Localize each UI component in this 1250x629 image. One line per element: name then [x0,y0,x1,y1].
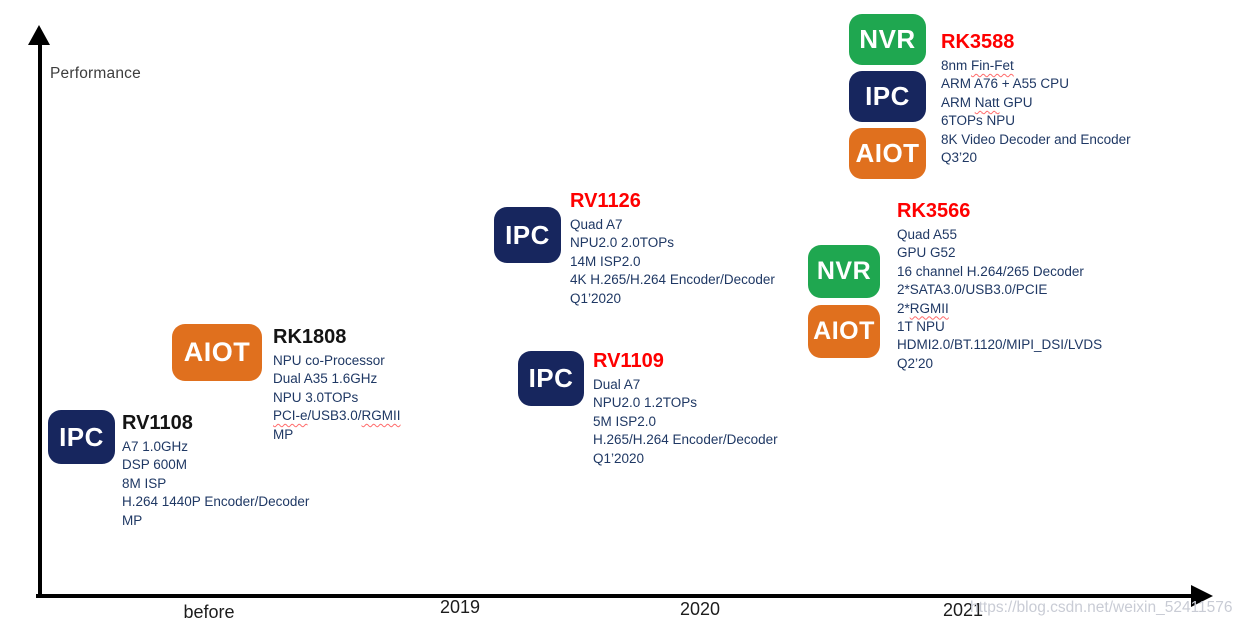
product-rv1108: RV1108 A7 1.0GHz DSP 600M 8M ISP H.264 1… [122,411,309,530]
x-axis-arrowhead-icon [1191,585,1213,607]
nvr-badge: NVR [849,14,926,65]
product-title: RV1126 [570,190,641,212]
product-spec-line: Dual A35 1.6GHz [273,371,378,387]
product-rk1808: RK1808 NPU co-Processor Dual A35 1.6GHz … [273,325,401,444]
product-spec-line: 8K Video Decoder and Encoder [941,131,1131,147]
product-rv1126: RV1126 Quad A7 NPU2.0 2.0TOPs 14M ISP2.0… [570,189,775,308]
product-spec-line: NPU2.0 1.2TOPs [593,395,698,411]
product-spec-line: Dual A7 [593,377,641,392]
product-spec-line: 6TOPs NPU [941,113,1016,129]
product-spec-line: PCI-e/USB3.0/RGMII [273,408,401,424]
product-spec-line: ARM Natt GPU [941,94,1033,110]
product-spec-line: Q2’20 [897,355,934,371]
product-rv1109: RV1109 Dual A7 NPU2.0 1.2TOPs 5M ISP2.0 … [593,349,778,468]
product-title: RK1808 [273,326,347,348]
product-title: RV1109 [593,350,664,372]
product-spec-line: 1T NPU [897,319,945,335]
rk3588-badge-stack: NVR IPC AIOT [849,14,926,179]
product-spec-line: 2*RGMII [897,300,949,316]
y-axis-arrowhead-icon [28,25,50,45]
product-spec-line: H.264 1440P Encoder/Decoder [122,494,310,510]
product-title: RK3566 [897,200,971,222]
product-spec-line: 14M ISP2.0 [570,253,641,269]
product-spec-line: Q1’2020 [570,290,622,306]
product-spec-line: MP [122,512,143,528]
product-spec-line: NPU 3.0TOPs [273,389,359,405]
product-spec-line: Q1’2020 [593,450,645,466]
product-title: RV1108 [122,412,193,434]
x-axis-line [36,594,1194,598]
y-axis-line [38,42,42,595]
product-spec-line: GPU G52 [897,245,956,261]
product-spec-line: NPU2.0 2.0TOPs [570,235,675,251]
product-spec-line: 16 channel H.264/265 Decoder [897,263,1084,279]
product-spec-line: ARM A76 + A55 CPU [941,76,1069,92]
nvr-badge: NVR [808,245,880,298]
x-tick-2020: 2020 [679,599,721,619]
product-spec-line: MP [273,426,294,442]
watermark: https://blog.csdn.net/weixin_52411576 [970,599,1233,616]
product-spec-line: 2*SATA3.0/USB3.0/PCIE [897,282,1048,298]
rk3566-badge-stack: NVR AIOT [808,245,880,358]
aiot-badge: AIOT [172,324,262,381]
x-tick-2019: 2019 [439,597,481,617]
product-spec-line: H.265/H.264 Encoder/Decoder [593,432,778,448]
product-spec-line: DSP 600M [122,457,188,473]
x-tick-before: before [183,602,235,622]
product-spec-line: 8M ISP [122,475,167,491]
ipc-badge: IPC [48,410,115,464]
product-rk3588: RK3588 8nm Fin-Fet ARM A76 + A55 CPU ARM… [941,30,1131,167]
ipc-badge: IPC [518,351,584,406]
x-tick-2021: 2021 [942,600,984,620]
aiot-badge: AIOT [849,128,926,179]
y-axis-label: Performance [50,65,141,82]
ipc-badge: IPC [494,207,561,263]
product-title: RK3588 [941,31,1015,53]
product-spec-line: NPU co-Processor [273,353,385,368]
product-spec-line: A7 1.0GHz [122,439,189,454]
product-spec-line: 8nm Fin-Fet [941,58,1014,73]
product-spec-line: 5M ISP2.0 [593,413,657,429]
aiot-badge: AIOT [808,305,880,358]
product-spec-line: 4K H.265/H.264 Encoder/Decoder [570,272,775,288]
ipc-badge: IPC [849,71,926,122]
product-spec-line: Q3’20 [941,150,978,166]
product-spec-line: HDMI2.0/BT.1120/MIPI_DSI/LVDS [897,337,1103,353]
product-spec-line: Quad A7 [570,217,623,232]
product-spec-line: Quad A55 [897,227,958,242]
product-rk3566: RK3566 Quad A55 GPU G52 16 channel H.264… [897,199,1102,373]
